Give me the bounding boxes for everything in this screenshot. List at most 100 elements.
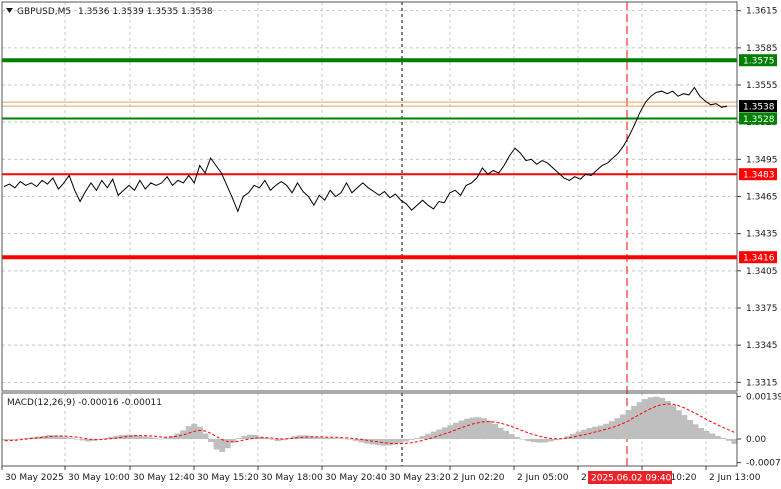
macd-bar: [425, 433, 432, 439]
macd-bar: [570, 433, 576, 439]
macd-tick-label: 0.00139: [746, 392, 781, 402]
macd-bar: [224, 439, 231, 449]
macd-bar: [430, 431, 437, 439]
macd-bar: [408, 439, 415, 440]
grid: [2, 2, 737, 466]
macd-bar: [24, 437, 31, 439]
macd-bar: [486, 420, 493, 439]
macd-bar: [659, 397, 665, 439]
macd-bar: [519, 439, 526, 440]
macd-bar: [208, 439, 214, 443]
macd-bar: [41, 435, 47, 439]
chart-header: GBPUSD,M5 1.3536 1.3539 1.3535 1.3538: [6, 7, 213, 17]
macd-bar: [597, 425, 604, 439]
macd-bar: [80, 439, 86, 441]
level-lines: [2, 58, 737, 260]
macd-bar: [363, 439, 370, 444]
level-label-bg: [739, 251, 777, 264]
time-tick-label: 2 Jun 13:00: [709, 473, 761, 483]
macd-bar: [347, 439, 354, 440]
macd-bar: [274, 439, 281, 442]
macd-bar: [642, 399, 649, 439]
macd-bar: [686, 420, 693, 439]
macd-bar: [163, 437, 170, 439]
time-tick-label: 30 May 23:20: [389, 473, 451, 483]
macd-bar: [57, 436, 64, 439]
macd-bar: [592, 426, 599, 439]
time-tick-label: 30 May 20:40: [325, 473, 387, 483]
macd-header: MACD(12,26,9) -0.00016 -0.00011: [7, 398, 162, 408]
macd-frame: [1, 392, 738, 467]
macd-bar: [352, 439, 359, 441]
macd-bar: [436, 429, 443, 439]
macd-bar: [508, 434, 515, 439]
macd-bar: [458, 420, 465, 439]
macd-bar: [180, 430, 187, 439]
price-tick-label: 1.3555: [746, 81, 778, 91]
macd-bar: [720, 437, 727, 439]
macd-bar: [553, 439, 560, 441]
menu-triangle-icon[interactable]: [6, 8, 13, 13]
macd-bar: [492, 424, 498, 439]
level-label: 1.3575: [743, 57, 775, 67]
macd-bar: [414, 438, 420, 439]
macd-bar: [29, 437, 36, 439]
macd-bar: [336, 438, 343, 439]
macd-tick-label: -0.00077: [746, 459, 781, 469]
macd-bar: [241, 435, 248, 439]
macd-axis: 0.00139 0.00 -0.00077: [737, 392, 781, 469]
macd-bar: [464, 418, 471, 439]
macd-tick-label: 0.00: [746, 435, 766, 445]
macd-bar: [469, 417, 476, 439]
macd-bar: [647, 397, 654, 439]
macd-bar: [13, 439, 20, 440]
macd-bar: [35, 436, 42, 440]
ohlc-values: 1.3536 1.3539 1.3535 1.3538: [78, 7, 213, 17]
time-tick-label: 2: [581, 473, 587, 483]
time-tick-label: 30 May 12:40: [133, 473, 195, 483]
macd-bar: [341, 438, 348, 440]
macd-bar: [135, 435, 142, 439]
macd-bar: [174, 433, 181, 439]
level-label-bg: [739, 54, 777, 67]
macd-bar: [497, 427, 504, 439]
macd-bar: [286, 437, 292, 439]
time-tick-label: 30 May 15:20: [197, 473, 259, 483]
macd-bar: [141, 436, 148, 439]
macd-bar: [291, 436, 298, 439]
macd-bar: [358, 439, 365, 443]
macd-bar: [63, 437, 70, 439]
level-label-bg: [739, 112, 777, 125]
macd-bar: [280, 439, 287, 441]
highlight-time-label: 2025.06.02 09:40: [591, 474, 672, 484]
macd-bar: [670, 405, 677, 439]
level-label: 1.3528: [743, 115, 775, 125]
macd-bar: [525, 439, 532, 442]
macd-bar: [675, 410, 682, 439]
level-label: 1.3483: [743, 171, 775, 181]
macd-bar: [113, 435, 120, 439]
macd-bar: [7, 439, 14, 440]
time-tick-label: 2 Jun 05:00: [517, 473, 569, 483]
macd-bar: [46, 435, 53, 439]
macd-bar: [369, 439, 376, 445]
macd-bar: [319, 437, 326, 439]
macd-bar: [297, 435, 304, 439]
macd-bar: [2, 439, 8, 441]
macd-bar: [252, 435, 259, 439]
macd-bar: [235, 438, 242, 439]
time-tick-label: 2 Jun 02:20: [453, 473, 505, 483]
macd-bar: [263, 437, 270, 439]
macd-bar: [213, 439, 220, 450]
time-axis: 30 May 2025 30 May 10:00 30 May 12:40 30 Ma…: [1, 466, 761, 484]
macd-bar: [74, 439, 81, 440]
macd-signal-line: [4, 403, 735, 445]
macd-bar: [475, 417, 482, 439]
macd-bar: [308, 435, 315, 439]
level-labels: 1.3575 1.3528 1.3483 1.3416 1.3538: [739, 54, 777, 264]
macd-bar: [130, 434, 137, 439]
macd-bar: [330, 438, 337, 439]
macd-bar: [480, 418, 487, 440]
price-tick-label: 1.3615: [746, 7, 778, 17]
